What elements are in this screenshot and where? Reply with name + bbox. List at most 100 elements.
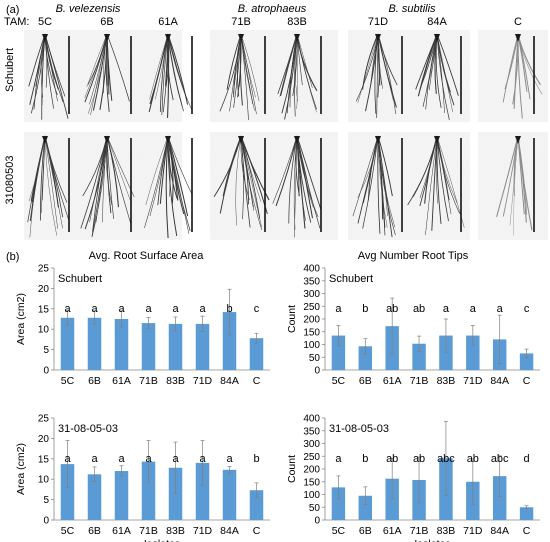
root-strand (425, 135, 438, 235)
species-label-velezensis: B. velezensis (56, 3, 121, 15)
root-strand (517, 135, 533, 231)
y-tick-label: 5 (43, 345, 49, 356)
root-strand (161, 33, 169, 116)
x-tick-label: 71B (139, 375, 158, 387)
bar (466, 335, 480, 370)
root-system (213, 135, 270, 231)
root-strand (288, 135, 298, 224)
root-strand (106, 135, 114, 219)
x-axis-label: Isolates (144, 538, 180, 542)
photo-texture (210, 30, 338, 122)
root-system (84, 33, 130, 116)
root-strand (40, 135, 46, 221)
photo-texture (348, 30, 470, 122)
row-label-31080503: 31080503 (4, 156, 16, 205)
tam-label: TAM: (4, 16, 29, 28)
root-strand (44, 135, 64, 218)
root-strand (377, 135, 384, 220)
significance-letter: ab (467, 453, 479, 465)
x-tick-label: C (523, 525, 531, 537)
root-system (496, 135, 533, 236)
root-strand (28, 33, 46, 87)
y-tick-label: 15 (38, 304, 50, 315)
significance-letter: a (64, 453, 71, 465)
significance-letter: b (362, 303, 368, 315)
significance-letter: abc (437, 453, 455, 465)
bar (249, 490, 264, 520)
root-strand (226, 33, 242, 90)
x-tick-label: 61A (112, 525, 131, 537)
root-strand (357, 33, 379, 103)
x-tick-label: C (523, 375, 531, 387)
significance-letter: c (524, 303, 530, 315)
significance-letter: a (199, 303, 206, 315)
root-strand (275, 135, 298, 207)
root-strand (436, 33, 455, 106)
significance-letter: d (524, 453, 530, 465)
root-strand (436, 33, 453, 113)
root-strand (105, 33, 110, 112)
bar (492, 476, 507, 520)
root-strand (296, 33, 317, 110)
significance-letter: a (172, 303, 179, 315)
significance-letter: ab (386, 303, 398, 315)
bar (249, 338, 264, 370)
photo-texture (210, 132, 338, 240)
x-tick-label: 61A (383, 525, 402, 537)
root-crown (515, 136, 521, 144)
significance-letter: b (226, 303, 232, 315)
inset-label: Schubert (58, 273, 102, 285)
y-tick-label: 350 (303, 426, 320, 437)
bar (141, 323, 156, 370)
bar (519, 353, 534, 370)
y-tick-label: 50 (309, 353, 321, 364)
significance-letter: a (335, 303, 342, 315)
inset-label: 31-08-05-03 (58, 423, 118, 435)
bar (331, 487, 346, 520)
root-strand (377, 135, 381, 234)
y-tick-label: 0 (314, 516, 320, 527)
y-axis-label: Area (cm2) (15, 443, 27, 495)
root-strand (240, 33, 256, 98)
root-strand (436, 135, 458, 204)
root-system (352, 135, 396, 238)
root-strand (294, 135, 298, 238)
root-strand (240, 33, 254, 105)
root-system (415, 33, 459, 121)
bar (222, 312, 237, 370)
root-strand (296, 135, 306, 229)
root-strand (377, 135, 388, 228)
bar (114, 319, 129, 370)
significance-letter: a (91, 453, 98, 465)
root-crown (434, 34, 440, 42)
root-strand (80, 135, 108, 229)
x-tick-label: 6B (88, 525, 101, 537)
bar (168, 467, 183, 520)
y-axis-label: Count (286, 455, 298, 483)
root-strand (272, 135, 298, 204)
root-strand (296, 135, 314, 219)
bar (331, 335, 346, 370)
y-tick-label: 100 (303, 490, 320, 501)
y-tick-label: 5 (43, 495, 49, 506)
root-crown (165, 136, 171, 144)
y-tick-label: 300 (303, 439, 320, 450)
root-strand (31, 135, 46, 203)
significance-letter: a (172, 453, 179, 465)
root-strand (279, 33, 298, 97)
root-strand (240, 33, 260, 102)
root-strand (517, 33, 543, 95)
y-tick-label: 0 (314, 366, 320, 377)
significance-letter: a (443, 303, 450, 315)
root-strand (422, 33, 438, 107)
root-strand (41, 33, 46, 120)
y-tick-label: 400 (303, 414, 320, 425)
x-tick-label: 83B (166, 375, 185, 387)
root-strand (240, 135, 254, 208)
photo-texture (478, 132, 548, 240)
root-strand (362, 33, 379, 90)
root-crown (42, 34, 48, 42)
root-crown (104, 34, 110, 42)
